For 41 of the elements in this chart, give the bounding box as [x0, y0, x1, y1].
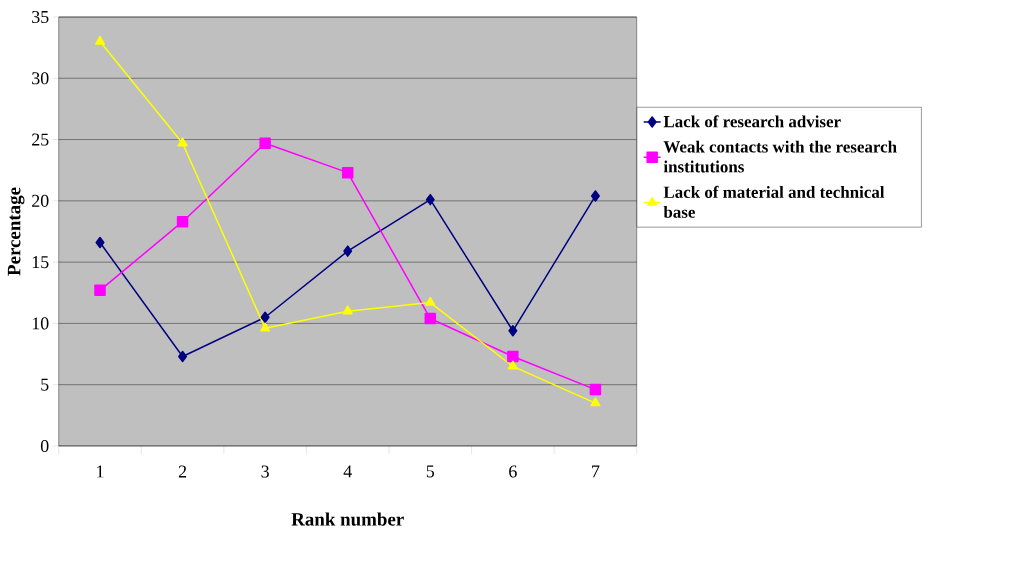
point — [589, 383, 602, 396]
point — [425, 296, 436, 306]
legend-label: Weak contacts with the research institutions — [663, 140, 897, 173]
y-tick-label: 25 — [32, 133, 49, 146]
point — [259, 137, 271, 149]
point — [260, 311, 270, 324]
point — [343, 245, 353, 257]
point — [94, 284, 106, 297]
point — [342, 305, 353, 315]
y-tick-label: 5 — [41, 378, 49, 391]
point — [424, 312, 437, 325]
point — [507, 350, 519, 363]
x-tick-label: 6 — [509, 465, 517, 478]
legend-label: Lack of material and technical base — [663, 185, 885, 218]
point — [178, 350, 188, 363]
x-tick-label: 2 — [178, 465, 187, 478]
point — [341, 166, 354, 179]
point — [95, 236, 105, 249]
point — [260, 322, 271, 332]
x-axis-title: Rank number — [291, 512, 404, 526]
y-tick-label: 0 — [40, 439, 49, 453]
point — [508, 325, 518, 337]
y-tick-label: 10 — [32, 317, 49, 330]
point — [177, 137, 188, 147]
point — [94, 35, 106, 45]
x-tick-label: 3 — [261, 465, 269, 478]
y-tick-label: 15 — [32, 256, 49, 269]
point — [590, 397, 601, 407]
point — [590, 190, 600, 202]
point — [176, 215, 189, 228]
x-tick-label: 5 — [426, 465, 435, 478]
point — [507, 360, 518, 370]
x-tick-label: 4 — [343, 465, 352, 478]
legend-label: Lack of research adviser — [663, 115, 841, 128]
x-tick-label: 1 — [97, 465, 104, 478]
y-tick-label: 30 — [32, 72, 49, 85]
y-tick-label: 35 — [32, 10, 49, 24]
x-tick-label: 7 — [592, 465, 600, 478]
y-tick-label: 20 — [32, 194, 49, 207]
y-axis-title: Percentage — [7, 187, 25, 276]
point — [425, 193, 435, 206]
